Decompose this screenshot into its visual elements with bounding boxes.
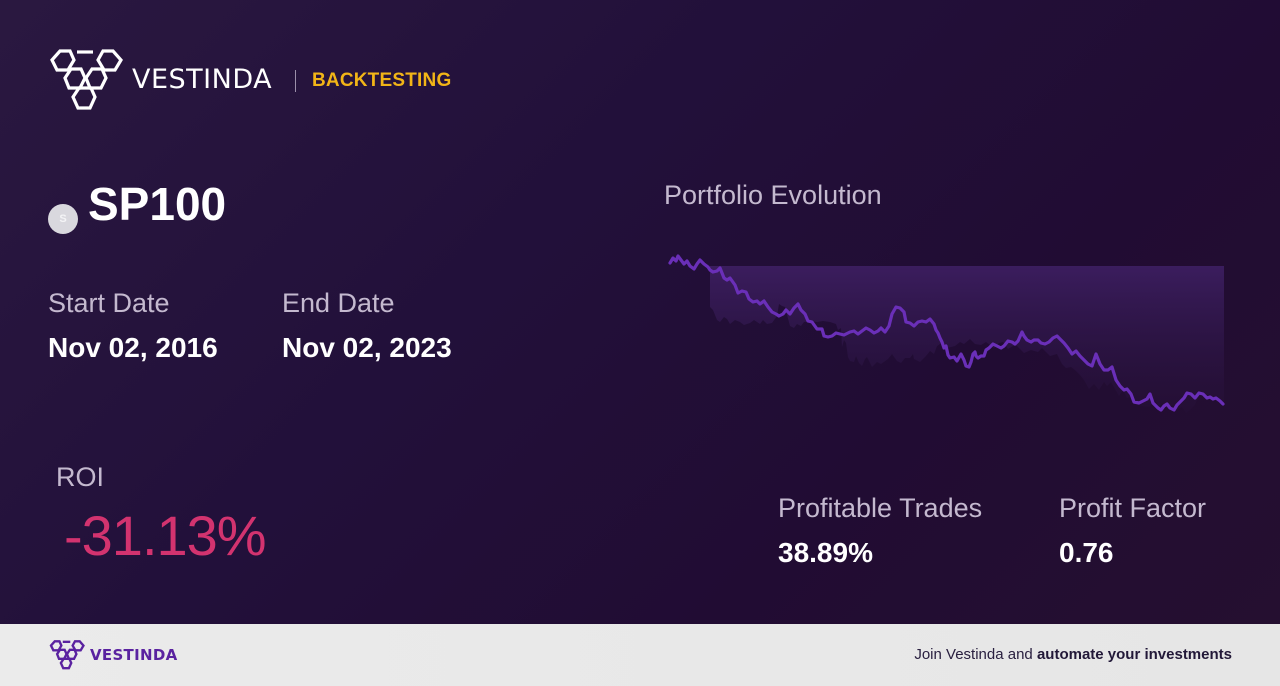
chart-line bbox=[668, 254, 1225, 412]
end-date-label: End Date bbox=[282, 288, 395, 318]
vestinda-logo-icon bbox=[50, 49, 123, 110]
chart-title: Portfolio Evolution bbox=[664, 180, 882, 210]
footer-bar: VESTINDA Join Vestinda and automate your… bbox=[0, 624, 1280, 686]
footer-brand-name: VESTINDA bbox=[90, 646, 178, 664]
footer-cta[interactable]: Join Vestinda and automate your investme… bbox=[914, 644, 1232, 666]
profit-factor-value: 0.76 bbox=[1059, 537, 1114, 568]
profit-factor-label: Profit Factor bbox=[1059, 493, 1207, 523]
brand-header: VESTINDA BACKTESTING bbox=[48, 46, 451, 114]
start-date-value: Nov 02, 2016 bbox=[48, 332, 218, 363]
asset-symbol: SP100 bbox=[88, 178, 227, 230]
profitable-trades-value: 38.89% bbox=[778, 537, 873, 568]
hero-panel: VESTINDA BACKTESTING S SP100 Start Date … bbox=[0, 0, 1280, 624]
brand-name: VESTINDA bbox=[132, 64, 273, 95]
chart-area-fill bbox=[710, 266, 1224, 413]
asset-badge-icon: S bbox=[48, 204, 78, 234]
brand-divider bbox=[295, 70, 296, 92]
end-date-value: Nov 02, 2023 bbox=[282, 332, 452, 363]
footer-brand-link[interactable]: VESTINDA bbox=[48, 639, 177, 671]
portfolio-evolution-chart bbox=[668, 254, 1225, 413]
roi-label: ROI bbox=[56, 462, 105, 492]
vestinda-logo-small-icon bbox=[49, 640, 85, 670]
footer-cta-bold: automate your investments bbox=[1036, 646, 1232, 663]
profitable-trades-label: Profitable Trades bbox=[778, 493, 983, 523]
roi-value: -31.13% bbox=[64, 504, 267, 567]
section-label: BACKTESTING bbox=[312, 70, 452, 91]
start-date-label: Start Date bbox=[48, 288, 170, 318]
footer-cta-prefix: Join Vestinda and bbox=[914, 646, 1037, 663]
